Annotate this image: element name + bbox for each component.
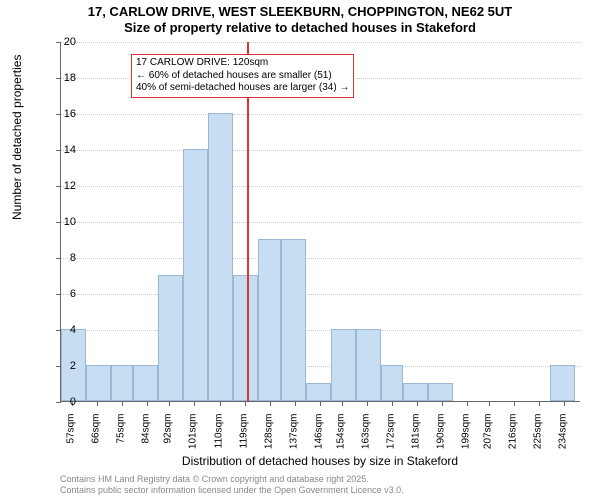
gridline [61,186,580,187]
histogram-bar [111,365,133,401]
footer-line2: Contains public sector information licen… [60,485,404,496]
xtick-label: 234sqm [558,414,569,460]
xtick-mark [295,401,296,406]
xtick-mark [417,401,418,406]
xtick-label: 101sqm [188,414,199,460]
histogram-bar [381,365,403,401]
histogram-bar [183,149,208,401]
histogram-bar [550,365,575,401]
xtick-label: 163sqm [360,414,371,460]
ytick-label: 0 [46,396,76,408]
xtick-label: 225sqm [533,414,544,460]
xtick-label: 137sqm [288,414,299,460]
histogram-bar [281,239,306,401]
xtick-mark [147,401,148,406]
ytick-label: 8 [46,252,76,264]
xtick-mark [97,401,98,406]
xtick-label: 75sqm [116,414,127,460]
xtick-mark [122,401,123,406]
histogram-bar [208,113,233,401]
xtick-mark [220,401,221,406]
y-axis-label: Number of detached properties [10,55,24,220]
annotation-line: 17 CARLOW DRIVE: 120sqm [136,57,349,70]
xtick-mark [169,401,170,406]
gridline [61,114,580,115]
chart-title-line1: 17, CARLOW DRIVE, WEST SLEEKBURN, CHOPPI… [0,4,600,19]
xtick-label: 119sqm [238,414,249,460]
xtick-label: 181sqm [410,414,421,460]
histogram-bar [158,275,183,401]
xtick-mark [539,401,540,406]
histogram-bar [331,329,356,401]
xtick-label: 207sqm [483,414,494,460]
xtick-label: 146sqm [313,414,324,460]
histogram-bar [86,365,111,401]
ytick-label: 2 [46,360,76,372]
xtick-mark [367,401,368,406]
gridline [61,294,580,295]
ytick-label: 6 [46,288,76,300]
xtick-mark [467,401,468,406]
gridline [61,150,580,151]
xtick-mark [442,401,443,406]
xtick-label: 84sqm [141,414,152,460]
xtick-label: 128sqm [263,414,274,460]
histogram-bar [403,383,428,401]
gridline [61,222,580,223]
xtick-mark [245,401,246,406]
xtick-label: 66sqm [91,414,102,460]
xtick-label: 154sqm [335,414,346,460]
ytick-label: 12 [46,180,76,192]
footer-attribution: Contains HM Land Registry data © Crown c… [60,474,404,496]
histogram-bar [258,239,280,401]
xtick-label: 172sqm [385,414,396,460]
footer-line1: Contains HM Land Registry data © Crown c… [60,474,404,485]
ytick-label: 14 [46,144,76,156]
histogram-bar [356,329,381,401]
ytick-label: 16 [46,108,76,120]
xtick-mark [342,401,343,406]
annotation-box: 17 CARLOW DRIVE: 120sqm← 60% of detached… [131,54,354,98]
gridline [61,42,580,43]
histogram-bar [428,383,453,401]
xtick-label: 110sqm [213,414,224,460]
gridline [61,330,580,331]
annotation-line: ← 60% of detached houses are smaller (51… [136,70,349,83]
annotation-line: 40% of semi-detached houses are larger (… [136,82,349,95]
histogram-bar [306,383,331,401]
xtick-mark [270,401,271,406]
xtick-mark [194,401,195,406]
xtick-label: 92sqm [163,414,174,460]
chart-container: 17, CARLOW DRIVE, WEST SLEEKBURN, CHOPPI… [0,0,600,500]
ytick-label: 18 [46,72,76,84]
xtick-label: 199sqm [460,414,471,460]
plot-area: 17 CARLOW DRIVE: 120sqm← 60% of detached… [60,42,580,402]
xtick-label: 216sqm [508,414,519,460]
xtick-mark [392,401,393,406]
ytick-label: 10 [46,216,76,228]
xtick-mark [564,401,565,406]
chart-title-line2: Size of property relative to detached ho… [0,20,600,35]
xtick-label: 57sqm [66,414,77,460]
ytick-label: 20 [46,36,76,48]
histogram-bar [133,365,158,401]
xtick-mark [489,401,490,406]
xtick-mark [320,401,321,406]
gridline [61,258,580,259]
xtick-label: 190sqm [435,414,446,460]
ytick-label: 4 [46,324,76,336]
histogram-bar [233,275,258,401]
xtick-mark [514,401,515,406]
